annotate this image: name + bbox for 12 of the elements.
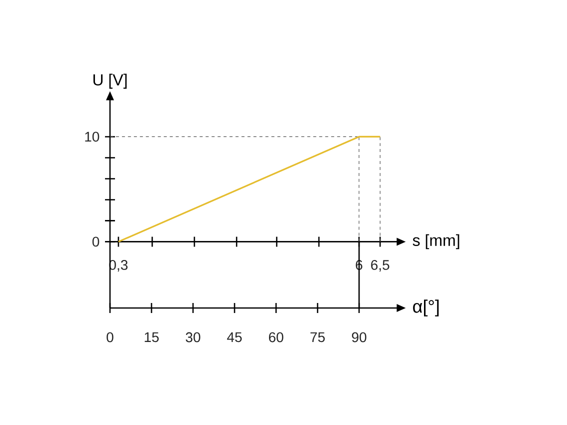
x2-tick-label: 30	[186, 332, 200, 342]
x2-tick-label: 45	[227, 332, 242, 342]
x2-tick-label: 15	[144, 332, 159, 342]
x2-tick-label: 0	[106, 332, 114, 342]
x2-axis-title: α[°]	[413, 300, 439, 316]
x-axis-title: s [mm]	[412, 234, 460, 250]
y-axis-title: U [V]	[93, 74, 127, 89]
y-tick-label: 10	[85, 132, 100, 142]
x2-tick-label: 75	[310, 332, 325, 342]
x2-tick-label: 90	[352, 332, 366, 342]
x2-tick-label: 60	[268, 332, 284, 342]
x-tick-label: 6,5	[371, 260, 390, 272]
